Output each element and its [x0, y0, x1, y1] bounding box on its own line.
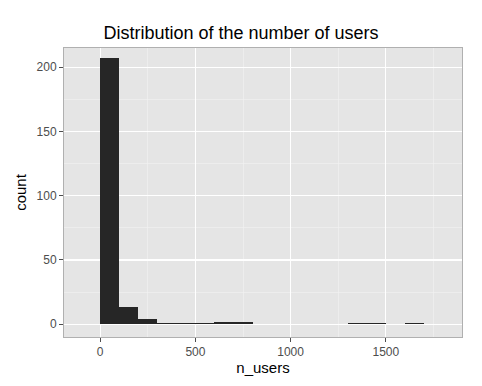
svg-text:200: 200: [37, 60, 57, 74]
svg-text:count: count: [12, 173, 29, 211]
svg-text:Distribution of the number of: Distribution of the number of users: [103, 23, 378, 43]
svg-text:100: 100: [37, 189, 57, 203]
svg-text:50: 50: [43, 253, 57, 267]
svg-text:1500: 1500: [372, 345, 399, 359]
svg-text:0: 0: [50, 317, 57, 331]
svg-text:0: 0: [97, 345, 104, 359]
svg-text:n_users: n_users: [236, 359, 289, 376]
svg-text:1000: 1000: [277, 345, 304, 359]
svg-text:500: 500: [185, 345, 205, 359]
svg-text:150: 150: [37, 125, 57, 139]
